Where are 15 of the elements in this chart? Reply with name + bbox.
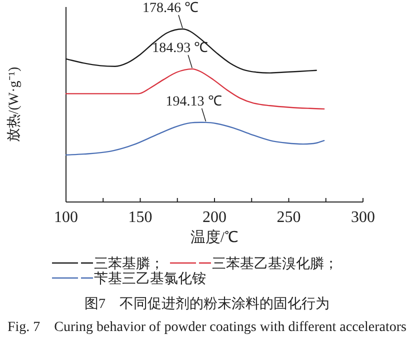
annotation: 178.46 ℃ (142, 1, 199, 16)
x-axis-title: 温度/℃ (190, 229, 239, 246)
x-tick-label: 100 (54, 209, 78, 226)
x-tick-label: 150 (128, 209, 152, 226)
annotation: 184.93 ℃ (152, 40, 208, 56)
legend-label: 三苯基乙基溴化膦； (212, 256, 338, 272)
text: Fig. 7 Curing behavior of powder coatings with different accelerators (7, 320, 407, 335)
legend-label: 三苯基膦； (94, 256, 164, 272)
y-axis-title: 放热/(W·g⁻¹) (6, 66, 22, 142)
x-tick-label: 200 (202, 209, 226, 226)
x-tick-label: 250 (276, 209, 301, 226)
text: 图7 不同促进剂的粉末涂料的固化行为 (84, 296, 330, 312)
legend-label: 苄基三乙基氯化铵 (94, 271, 206, 287)
annotation: 194.13 ℃ (166, 94, 222, 110)
x-tick-label: 300 (351, 209, 375, 226)
